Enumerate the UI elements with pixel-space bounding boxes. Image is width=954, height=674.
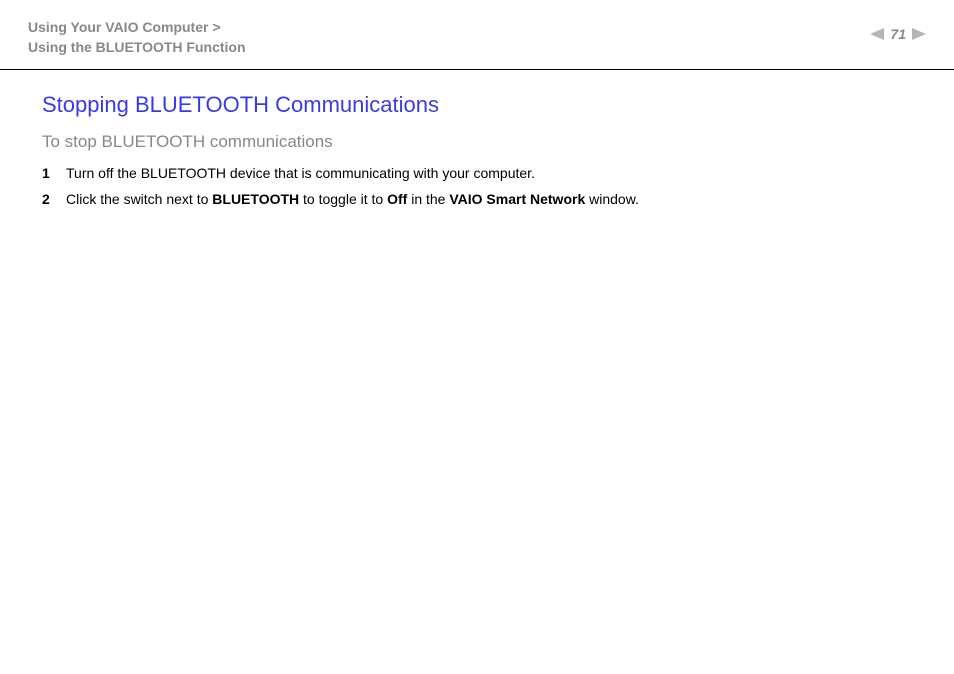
breadcrumb: Using Your VAIO Computer > Using the BLU… xyxy=(28,18,246,57)
step-number: 2 xyxy=(42,191,66,207)
breadcrumb-line-1: Using Your VAIO Computer > xyxy=(28,18,246,38)
main-heading: Stopping BLUETOOTH Communications xyxy=(42,92,912,118)
step-text: Click the switch next to BLUETOOTH to to… xyxy=(66,190,639,210)
step-text-part: Click the switch next to xyxy=(66,191,212,207)
next-page-arrow-icon[interactable] xyxy=(912,28,926,40)
step-text-part: in the xyxy=(407,191,449,207)
prev-page-arrow-icon[interactable] xyxy=(870,28,884,40)
step-text: Turn off the BLUETOOTH device that is co… xyxy=(66,164,535,184)
sub-heading: To stop BLUETOOTH communications xyxy=(42,132,912,152)
pager: 71 xyxy=(870,26,926,42)
step-text-bold: BLUETOOTH xyxy=(212,191,299,207)
page-number: 71 xyxy=(890,26,906,42)
step-text-bold: VAIO Smart Network xyxy=(449,191,585,207)
step-text-part: window. xyxy=(585,191,639,207)
step-text-part: to toggle it to xyxy=(299,191,387,207)
breadcrumb-line-2: Using the BLUETOOTH Function xyxy=(28,38,246,58)
step-text-bold: Off xyxy=(387,191,407,207)
step-1: 1 Turn off the BLUETOOTH device that is … xyxy=(42,164,912,184)
page-content: Stopping BLUETOOTH Communications To sto… xyxy=(0,70,954,237)
step-2: 2 Click the switch next to BLUETOOTH to … xyxy=(42,190,912,210)
page-header: Using Your VAIO Computer > Using the BLU… xyxy=(0,0,954,69)
step-number: 1 xyxy=(42,165,66,181)
